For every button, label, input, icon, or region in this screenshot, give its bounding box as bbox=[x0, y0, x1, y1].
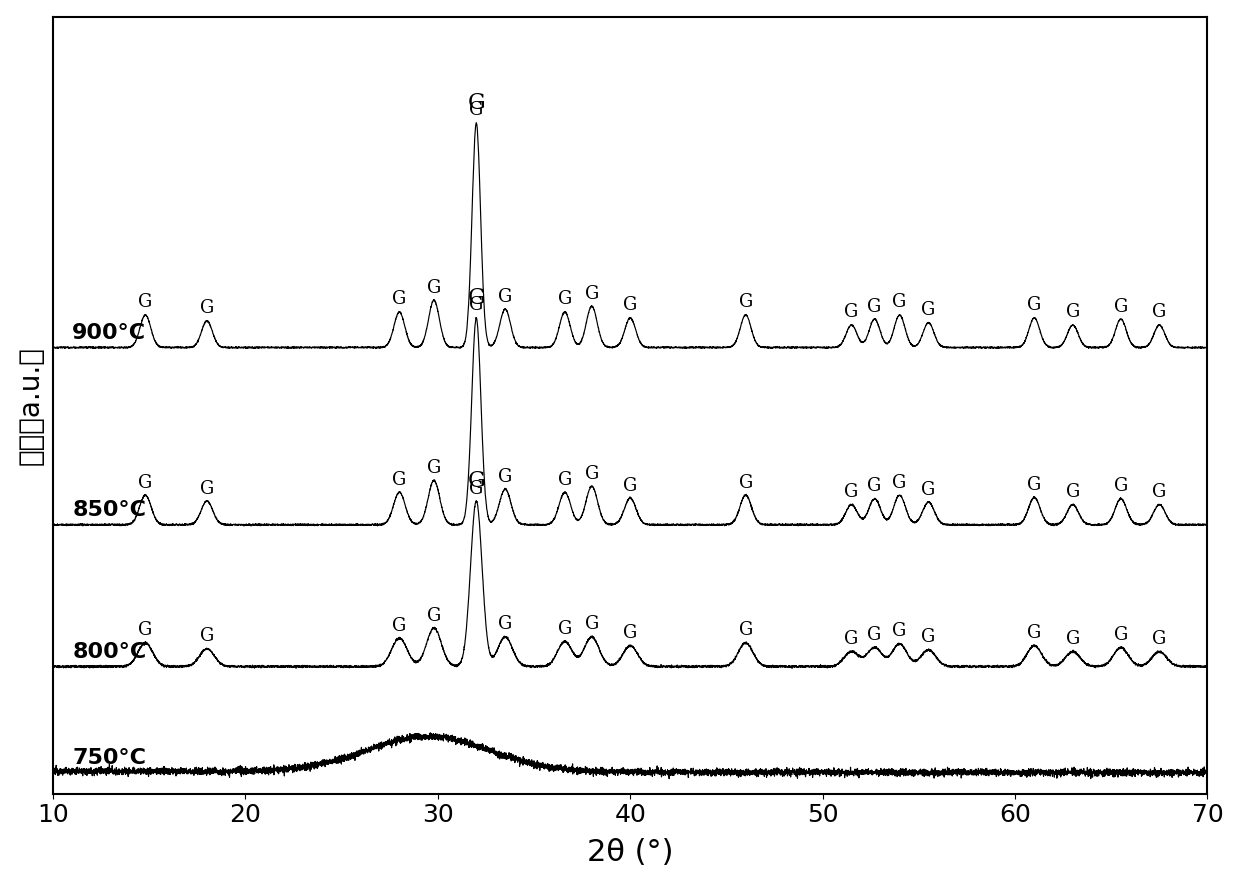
Text: G: G bbox=[893, 474, 906, 492]
Text: G: G bbox=[1027, 296, 1042, 315]
Text: G: G bbox=[1065, 483, 1080, 501]
Text: G: G bbox=[1065, 303, 1080, 322]
Text: G: G bbox=[1152, 483, 1167, 501]
Text: G: G bbox=[138, 293, 153, 311]
Text: 750°C: 750°C bbox=[72, 748, 146, 768]
Text: G: G bbox=[392, 291, 407, 309]
Text: G: G bbox=[624, 296, 637, 315]
Text: G: G bbox=[200, 479, 215, 498]
Text: G: G bbox=[893, 293, 906, 311]
Text: G: G bbox=[584, 465, 599, 483]
Text: G: G bbox=[844, 483, 858, 501]
Text: G: G bbox=[624, 476, 637, 494]
Text: 800°C: 800°C bbox=[72, 642, 146, 662]
Text: G: G bbox=[138, 621, 153, 639]
Text: 850°C: 850°C bbox=[72, 500, 146, 520]
Text: G: G bbox=[844, 630, 858, 648]
Text: G: G bbox=[893, 622, 906, 641]
Text: G: G bbox=[1027, 624, 1042, 643]
Text: G: G bbox=[921, 481, 936, 499]
Text: G: G bbox=[200, 300, 215, 317]
Text: G: G bbox=[1114, 626, 1128, 644]
Text: G: G bbox=[427, 606, 441, 625]
Text: G: G bbox=[1027, 476, 1042, 494]
Text: G: G bbox=[467, 287, 485, 309]
Text: G: G bbox=[921, 629, 936, 646]
Text: G: G bbox=[498, 615, 512, 634]
Text: G: G bbox=[1152, 303, 1167, 322]
Text: G: G bbox=[844, 303, 858, 322]
Text: G: G bbox=[558, 470, 572, 489]
Text: G: G bbox=[739, 474, 753, 492]
Text: G: G bbox=[427, 278, 441, 297]
Text: G: G bbox=[498, 468, 512, 485]
Text: G: G bbox=[868, 298, 882, 316]
Text: G: G bbox=[921, 301, 936, 319]
Text: G: G bbox=[739, 293, 753, 311]
Text: G: G bbox=[469, 296, 484, 315]
Text: G: G bbox=[584, 285, 599, 302]
Text: G: G bbox=[868, 626, 882, 644]
Text: G: G bbox=[392, 616, 407, 635]
Text: G: G bbox=[558, 291, 572, 309]
Y-axis label: 强度（a.u.）: 强度（a.u.） bbox=[16, 346, 45, 464]
Text: G: G bbox=[1152, 630, 1167, 648]
Text: G: G bbox=[739, 621, 753, 639]
Text: G: G bbox=[427, 459, 441, 476]
Text: G: G bbox=[467, 92, 485, 114]
Text: G: G bbox=[392, 470, 407, 489]
X-axis label: 2θ (°): 2θ (°) bbox=[587, 838, 673, 867]
Text: G: G bbox=[467, 470, 485, 492]
Text: G: G bbox=[558, 621, 572, 638]
Text: G: G bbox=[1114, 298, 1128, 316]
Text: G: G bbox=[624, 624, 637, 643]
Text: G: G bbox=[498, 287, 512, 306]
Text: G: G bbox=[868, 477, 882, 495]
Text: G: G bbox=[200, 628, 215, 645]
Text: G: G bbox=[469, 102, 484, 119]
Text: G: G bbox=[138, 474, 153, 492]
Text: G: G bbox=[1065, 630, 1080, 648]
Text: 900°C: 900°C bbox=[72, 323, 146, 343]
Text: G: G bbox=[469, 479, 484, 498]
Text: G: G bbox=[1114, 477, 1128, 495]
Text: G: G bbox=[584, 615, 599, 634]
